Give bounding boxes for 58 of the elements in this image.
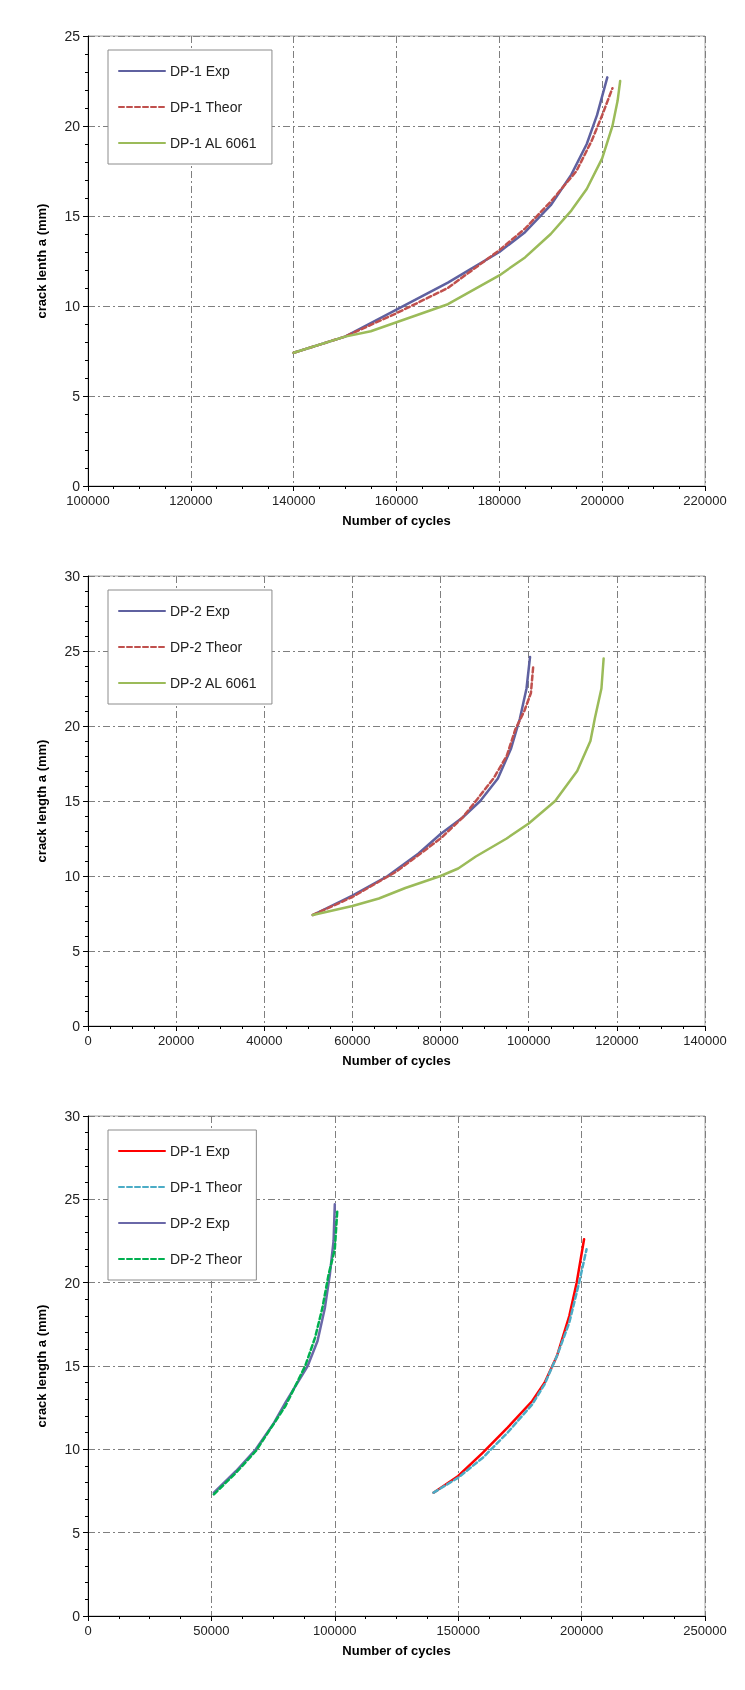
x-tick-label: 140000	[271, 493, 316, 508]
legend-label: DP-1 Theor	[170, 1179, 243, 1195]
y-tick-label: 25	[64, 643, 81, 659]
x-tick-label: 100000	[313, 1623, 357, 1638]
y-tick-label: 25	[64, 1191, 81, 1208]
y-tick-label: 10	[64, 868, 81, 884]
x-tick-label: 120000	[169, 493, 213, 508]
y-tick-label: 5	[72, 943, 81, 959]
legend-label: DP-2 Theor	[170, 1251, 243, 1267]
x-tick-label: 100000	[507, 1033, 551, 1048]
y-tick-label: 30	[64, 568, 81, 584]
x-axis-title: Number of cycles	[342, 1643, 451, 1658]
x-tick-label: 160000	[374, 493, 419, 508]
x-tick-label: 220000	[683, 493, 727, 508]
legend-label: DP-1 Exp	[170, 1143, 231, 1159]
x-tick-label: 40000	[246, 1033, 283, 1048]
line-series	[311, 657, 605, 917]
x-tick-label: 60000	[334, 1033, 371, 1048]
y-tick-label: 30	[64, 1108, 81, 1124]
y-tick-label: 25	[64, 28, 81, 44]
y-tick-label: 15	[64, 1358, 81, 1374]
x-tick-label: 100000	[66, 493, 110, 508]
x-tick-label: 0	[84, 1033, 92, 1048]
x-tick-label: 200000	[580, 493, 624, 508]
y-tick-label: 5	[72, 1524, 81, 1541]
y-tick-label: 0	[72, 478, 81, 494]
y-axis-title: crack length a (mm)	[34, 739, 49, 863]
y-tick-label: 20	[64, 1274, 81, 1291]
y-axis-title: crack lenth a (mm)	[34, 203, 49, 319]
x-tick-label: 0	[84, 1623, 92, 1638]
x-axis-title: Number of cycles	[342, 1053, 451, 1068]
y-tick-label: 0	[72, 1018, 81, 1034]
x-tick-label: 140000	[683, 1033, 727, 1048]
x-tick-label: 180000	[477, 493, 522, 508]
legend-label: DP-2 AL 6061	[170, 675, 257, 691]
y-tick-label: 15	[64, 208, 81, 224]
y-tick-label: 10	[64, 1441, 81, 1458]
x-tick-label: 50000	[193, 1623, 230, 1638]
y-axis-title: crack length a (mm)	[34, 1304, 49, 1428]
y-tick-label: 0	[72, 1608, 81, 1624]
y-tick-label: 10	[64, 298, 81, 314]
x-tick-label: 20000	[158, 1033, 195, 1048]
x-tick-label: 80000	[422, 1033, 459, 1048]
x-tick-label: 150000	[436, 1623, 480, 1638]
x-tick-label: 200000	[559, 1623, 604, 1638]
legend-label: DP-1 Exp	[170, 63, 231, 79]
y-tick-label: 20	[64, 118, 81, 134]
y-tick-label: 20	[64, 718, 81, 734]
legend-label: DP-2 Exp	[170, 603, 231, 619]
x-axis-title: Number of cycles	[342, 513, 451, 528]
legend-label: DP-1 AL 6061	[170, 135, 257, 151]
legend-label: DP-2 Theor	[170, 639, 243, 655]
y-tick-label: 5	[72, 388, 81, 404]
x-tick-label: 250000	[683, 1623, 727, 1638]
legend-label: DP-2 Exp	[170, 1215, 231, 1231]
legend-label: DP-1 Theor	[170, 99, 243, 115]
y-tick-label: 15	[64, 793, 81, 809]
x-tick-label: 120000	[595, 1033, 639, 1048]
